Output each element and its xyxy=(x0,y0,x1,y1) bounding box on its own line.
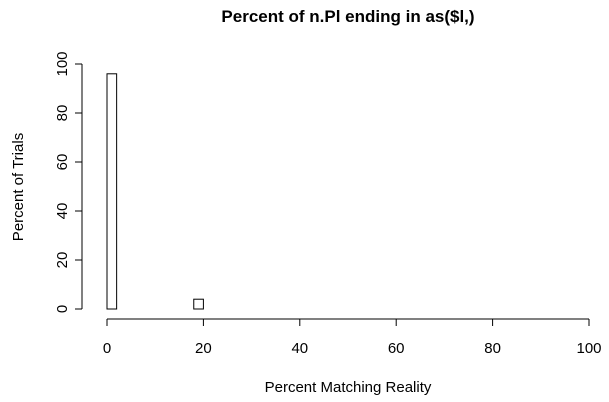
histogram-bar-9 xyxy=(193,298,204,310)
y-tick-label-5: 100 xyxy=(54,51,71,76)
x-tick-label-4: 80 xyxy=(484,340,501,357)
x-axis-label: Percent Matching Reality xyxy=(265,379,432,396)
y-tick-label-3: 60 xyxy=(54,154,71,171)
y-axis: 0 20 40 60 80 100 xyxy=(54,51,83,313)
bars-group xyxy=(106,73,204,310)
x-tick-label-0: 0 xyxy=(103,340,111,357)
y-axis-label: Percent of Trials xyxy=(10,133,27,241)
x-tick-label-3: 60 xyxy=(388,340,405,357)
x-tick-label-2: 40 xyxy=(291,340,308,357)
chart-title: Percent of n.Pl ending in as($l,) xyxy=(221,7,474,26)
x-axis: 0 20 40 60 80 100 xyxy=(103,318,602,357)
y-tick-label-2: 40 xyxy=(54,203,71,220)
y-tick-label-0: 0 xyxy=(54,305,71,313)
y-tick-label-1: 20 xyxy=(54,252,71,269)
x-tick-label-1: 20 xyxy=(195,340,212,357)
x-tick-label-5: 100 xyxy=(576,340,601,357)
histogram-bar-0 xyxy=(106,73,118,310)
y-tick-label-4: 80 xyxy=(54,105,71,122)
